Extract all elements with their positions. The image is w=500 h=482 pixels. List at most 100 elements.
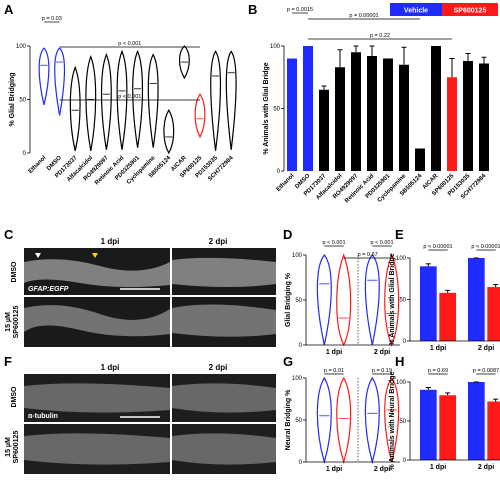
y-tick-label: 50 bbox=[19, 98, 26, 104]
arrowhead-white-icon bbox=[35, 253, 41, 258]
x-group-label: 1 dpi bbox=[326, 349, 342, 356]
x-group-label: 1 dpi bbox=[326, 466, 342, 473]
row-label-drug-f: SP600125 bbox=[13, 431, 20, 464]
chart-g: 0 50 100 Neural Bridging % 1 dpi 2 dpi p = 0.9… bbox=[285, 368, 400, 473]
col-label-1dpi-c: 1 dpi bbox=[101, 237, 120, 246]
legend-vehicle-swatch bbox=[390, 3, 442, 16]
bar-0 bbox=[287, 58, 297, 171]
arrowhead-yellow-icon bbox=[92, 253, 98, 258]
panel-letter-f: F bbox=[4, 354, 12, 369]
panel-letter-c: C bbox=[4, 227, 14, 242]
y-tick-label: 0 bbox=[299, 460, 303, 466]
pvalue-a-1-label: p < 0.001 bbox=[118, 41, 141, 47]
panel-letter-a: A bbox=[4, 2, 14, 17]
panel-letter-h: H bbox=[395, 354, 404, 369]
violin-1 bbox=[54, 47, 66, 116]
legend-drug-label: SP600125 bbox=[454, 8, 487, 15]
y-axis-label: % Animals with Neural Bridge bbox=[389, 371, 396, 470]
violin-1-0 bbox=[364, 376, 380, 465]
pvalue-b-0-label: p = 0.0015 bbox=[287, 7, 313, 13]
bar-1-1 bbox=[487, 287, 500, 341]
chart-h: 0 50 100% Animals with Neural Bridge 1 dpi 2… bbox=[389, 368, 500, 471]
legend-drug-swatch bbox=[442, 3, 498, 16]
chart-b: 0 50 100 % Animals with Glial Bridge Ethanol… bbox=[263, 7, 489, 204]
micrograph-panel-c: 1 dpi 2 dpi DMSO 15 µM SP600125 GFAP:EGF… bbox=[5, 237, 276, 347]
violin-1-0 bbox=[364, 254, 380, 346]
bar-9 bbox=[431, 46, 441, 171]
panel-letter-g: G bbox=[283, 354, 293, 369]
y-tick-label: 0 bbox=[277, 169, 281, 175]
y-tick-label: 50 bbox=[399, 419, 406, 425]
col-label-2dpi-c: 2 dpi bbox=[209, 237, 228, 246]
y-tick-label: 100 bbox=[292, 253, 303, 259]
x-group-label: 1 dpi bbox=[430, 345, 446, 352]
pvalue-d-1-label: p < 0.001 bbox=[370, 240, 393, 246]
panel-letter-e: E bbox=[395, 227, 404, 242]
y-tick-label: 0 bbox=[403, 339, 407, 345]
panel-letter-b: B bbox=[248, 2, 257, 17]
y-tick-label: 100 bbox=[396, 380, 407, 386]
violin-6 bbox=[132, 49, 144, 148]
pvalue-h-0-label: p = 0.69 bbox=[428, 368, 448, 374]
x-group-label: 2 dpi bbox=[374, 349, 390, 356]
violin-7 bbox=[147, 53, 159, 148]
row-label-conc-c: 15 µM bbox=[5, 312, 12, 332]
y-tick-label: 100 bbox=[16, 44, 27, 50]
x-category-label: Ethanol bbox=[28, 155, 48, 175]
y-tick-label: 100 bbox=[396, 256, 407, 262]
y-axis-label: % Animals with Glial Bridge bbox=[389, 253, 396, 345]
y-axis-label: Neural Bridging % bbox=[285, 389, 292, 450]
bar-5 bbox=[367, 56, 377, 171]
pvalue-e-0-label: p < 0.00001 bbox=[423, 244, 452, 250]
pvalue-d-0-label: p < 0.001 bbox=[322, 240, 345, 246]
bar-1-0 bbox=[467, 258, 485, 341]
row-label-conc-f: 15 µM bbox=[5, 437, 12, 457]
violin-12 bbox=[225, 50, 237, 150]
col-label-1dpi-f: 1 dpi bbox=[101, 363, 120, 372]
panel-letter-d: D bbox=[283, 227, 292, 242]
chart-d: 0 50 100 Glial Bridging % 1 dpi 2 dpi p < 0.00… bbox=[285, 240, 400, 356]
pvalue-b-1-label: p = 0.00001 bbox=[349, 13, 378, 19]
row-label-drug-c: SP600125 bbox=[13, 306, 20, 339]
y-tick-label: 100 bbox=[292, 376, 303, 382]
y-tick-label: 50 bbox=[399, 298, 406, 304]
bar-2 bbox=[319, 89, 329, 171]
x-category-label: Ethanol bbox=[276, 173, 296, 193]
violin-0-0 bbox=[316, 376, 332, 465]
marker-label-f: α-tubulin bbox=[28, 413, 58, 420]
pvalue-a-2-label: p < 0.001 bbox=[118, 94, 141, 100]
pvalue-g-1-label: p = 0.19 bbox=[372, 368, 392, 374]
bar-3 bbox=[335, 67, 345, 171]
bar-7 bbox=[399, 64, 409, 171]
row-label-dmso-c: DMSO bbox=[11, 261, 18, 283]
x-group-label: 2 dpi bbox=[374, 466, 390, 473]
pvalue-b-2-label: p = 0.22 bbox=[370, 33, 390, 39]
bar-11 bbox=[463, 61, 473, 171]
x-group-label: 2 dpi bbox=[478, 464, 494, 471]
bar-0-1 bbox=[439, 292, 457, 341]
bar-1-0 bbox=[467, 382, 485, 460]
marker-label-c: GFAP:EGFP bbox=[28, 286, 69, 293]
bar-8 bbox=[415, 148, 425, 171]
bar-1 bbox=[303, 46, 313, 171]
bar-1-1 bbox=[487, 401, 500, 460]
bar-12 bbox=[479, 63, 489, 171]
legend-vehicle-label: Vehicle bbox=[404, 8, 428, 15]
micrograph-panel-f: 1 dpi 2 dpi DMSO 15 µM SP600125 α-tubuli… bbox=[5, 363, 276, 474]
pvalue-e-1-label: p < 0.00001 bbox=[471, 244, 500, 250]
violin-10 bbox=[194, 93, 206, 139]
violin-11 bbox=[210, 50, 222, 151]
y-axis-label: % Animals with Glial Bridge bbox=[263, 62, 270, 154]
bar-0-0 bbox=[419, 389, 437, 460]
y-tick-label: 50 bbox=[295, 418, 302, 424]
bar-0-1 bbox=[439, 395, 457, 460]
violin-5 bbox=[116, 49, 128, 150]
violin-0-0 bbox=[316, 254, 332, 346]
pvalue-g-0-label: p = 0.91 bbox=[324, 368, 344, 374]
x-group-label: 1 dpi bbox=[430, 464, 446, 471]
pvalue-a-0-label: p = 0.03 bbox=[42, 16, 62, 22]
bar-6 bbox=[383, 58, 393, 171]
violin-4 bbox=[100, 52, 112, 150]
pvalue-h-1-label: p = 0.0087 bbox=[473, 368, 499, 374]
